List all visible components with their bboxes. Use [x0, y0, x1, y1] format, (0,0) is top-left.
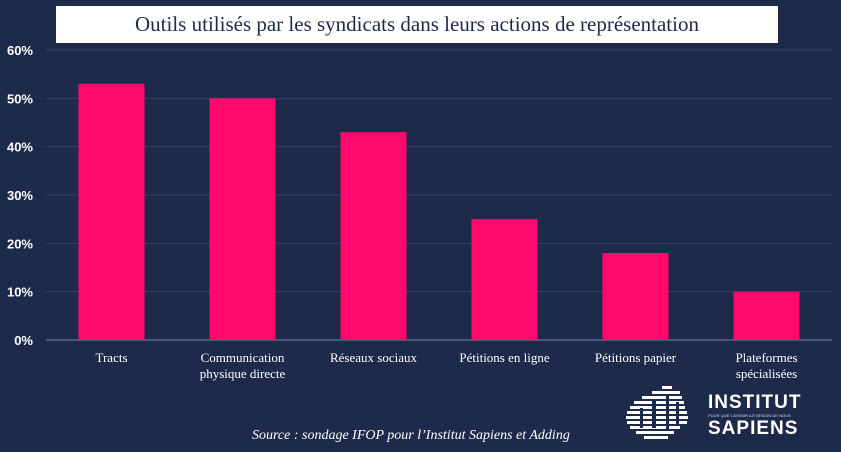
logo-line1: INSTITUT [708, 392, 802, 413]
y-tick-label: 10% [7, 285, 33, 300]
y-tick-label: 60% [7, 43, 33, 58]
y-tick-label: 40% [7, 140, 33, 155]
y-tick-label: 20% [7, 236, 33, 251]
x-tick-label: spécialisées [736, 366, 797, 381]
bar [733, 291, 800, 340]
bar [78, 83, 145, 340]
source-note: Source : sondage IFOP pour l’Institut Sa… [252, 428, 570, 443]
x-tick-label: Réseaux sociaux [330, 350, 418, 365]
bar [602, 253, 669, 340]
x-tick-label: Tracts [95, 350, 127, 365]
x-tick-label: physique directe [200, 366, 286, 381]
y-tick-label: 30% [7, 188, 33, 203]
chart-title: Outils utilisés par les syndicats dans l… [135, 12, 699, 36]
x-tick-label: Plateformes [735, 350, 797, 365]
bar [340, 132, 407, 340]
bar [209, 98, 276, 340]
y-tick-label: 0% [14, 333, 33, 348]
y-tick-label: 50% [7, 91, 33, 106]
institut-sapiens-logo: INSTITUT POUR QUE L'AVENIR AIT BESOIN DE… [622, 382, 822, 442]
logo-line2: SAPIENS [708, 418, 799, 439]
chart-title-box: Outils utilisés par les syndicats dans l… [56, 6, 778, 43]
logo-tagline: POUR QUE L'AVENIR AIT BESOIN DE NOUS [708, 413, 791, 418]
bar [471, 219, 538, 340]
x-tick-label: Pétitions papier [595, 350, 677, 365]
sapiens-head-icon [626, 386, 688, 439]
x-tick-label: Communication [201, 350, 285, 365]
x-tick-label: Pétitions en ligne [459, 350, 550, 365]
